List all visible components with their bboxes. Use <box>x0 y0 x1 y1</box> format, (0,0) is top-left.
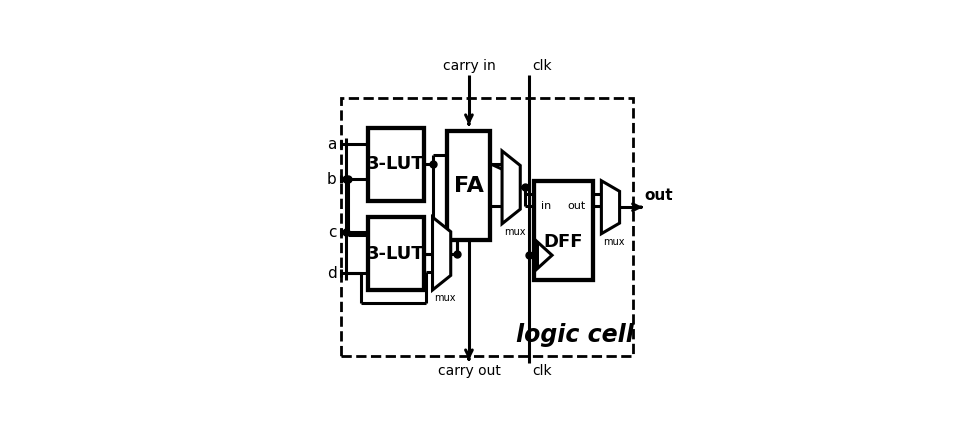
Text: clk: clk <box>532 365 552 378</box>
Bar <box>342 98 633 356</box>
Bar <box>448 131 491 240</box>
Polygon shape <box>433 217 451 290</box>
Text: c: c <box>328 224 337 240</box>
Bar <box>367 217 424 290</box>
Bar <box>533 181 593 280</box>
Text: out: out <box>568 200 586 211</box>
Polygon shape <box>601 181 619 234</box>
Text: clk: clk <box>532 59 552 73</box>
Text: a: a <box>327 137 337 152</box>
Text: b: b <box>326 172 337 187</box>
Bar <box>367 128 424 200</box>
Text: out: out <box>644 188 673 203</box>
Polygon shape <box>538 242 552 268</box>
Text: FA: FA <box>454 176 484 196</box>
Text: carry out: carry out <box>437 365 501 378</box>
Text: in: in <box>541 200 551 211</box>
Text: d: d <box>326 266 337 281</box>
Text: 3-LUT: 3-LUT <box>367 245 425 263</box>
Text: logic cell: logic cell <box>516 322 634 347</box>
Text: mux: mux <box>434 293 456 303</box>
Text: mux: mux <box>603 237 625 247</box>
Text: 3-LUT: 3-LUT <box>367 155 425 173</box>
Text: carry in: carry in <box>442 59 496 73</box>
Text: DFF: DFF <box>544 233 583 251</box>
Text: mux: mux <box>504 227 525 237</box>
Polygon shape <box>502 151 521 224</box>
